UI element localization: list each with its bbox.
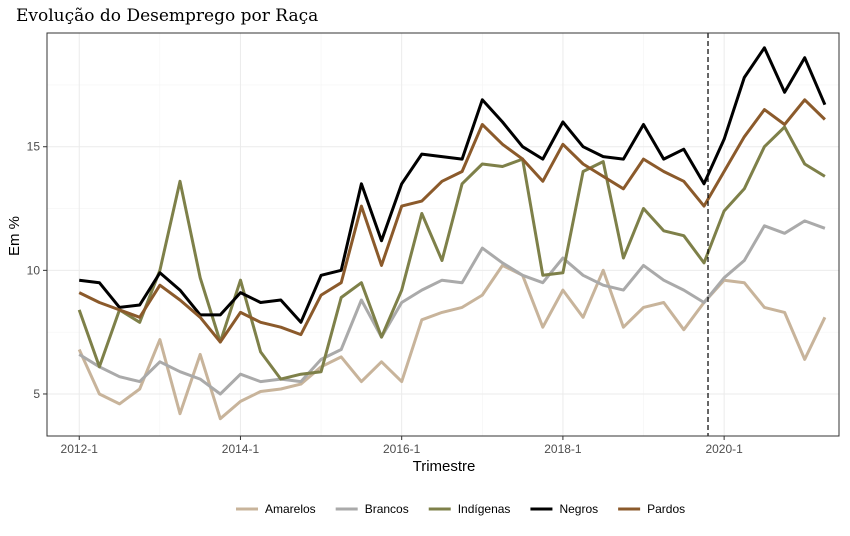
y-tick-label: 5 — [33, 387, 40, 401]
legend-label: Pardos — [647, 502, 685, 516]
legend-label: Brancos — [365, 502, 409, 516]
x-tick-label: 2014-1 — [222, 442, 260, 456]
legend-item: Pardos — [618, 502, 685, 516]
y-axis-ticks: 5 10 15 — [27, 140, 47, 401]
series-line-negros — [79, 46, 827, 324]
x-tick-label: 2012-1 — [61, 442, 99, 456]
legend-item: Amarelos — [236, 502, 316, 516]
legend-label: Indígenas — [458, 502, 511, 516]
x-tick-label: 2018-1 — [544, 442, 582, 456]
x-axis-title: Trimestre — [413, 458, 476, 475]
gridlines — [47, 33, 839, 436]
legend-label: Amarelos — [265, 502, 316, 516]
plot-panel — [47, 33, 839, 436]
x-tick-label: 2016-1 — [383, 442, 421, 456]
series-line-pardos — [78, 98, 826, 344]
legend-label: Negros — [559, 502, 598, 516]
series-line-amarelos — [77, 263, 827, 421]
series-lines — [77, 46, 827, 421]
series-line-indigenas — [77, 125, 826, 381]
x-axis-ticks: 2012-1 2014-1 2016-1 2018-1 2020-1 — [61, 436, 743, 456]
plot-area — [46, 32, 840, 437]
series-line-brancos — [78, 219, 826, 396]
plot-border — [46, 32, 840, 437]
legend-item: Brancos — [335, 502, 409, 516]
y-axis-title: Em % — [6, 216, 23, 256]
x-tick-label: 2020-1 — [705, 442, 743, 456]
chart-title: Evolução do Desemprego por Raça — [16, 6, 318, 26]
legend-item: Indígenas — [428, 502, 511, 516]
y-tick-label: 10 — [27, 263, 41, 277]
legend-item: Negros — [530, 502, 598, 516]
y-tick-label: 15 — [27, 140, 41, 154]
legend: Amarelos Brancos Indígenas Negros Pardos — [236, 502, 685, 516]
